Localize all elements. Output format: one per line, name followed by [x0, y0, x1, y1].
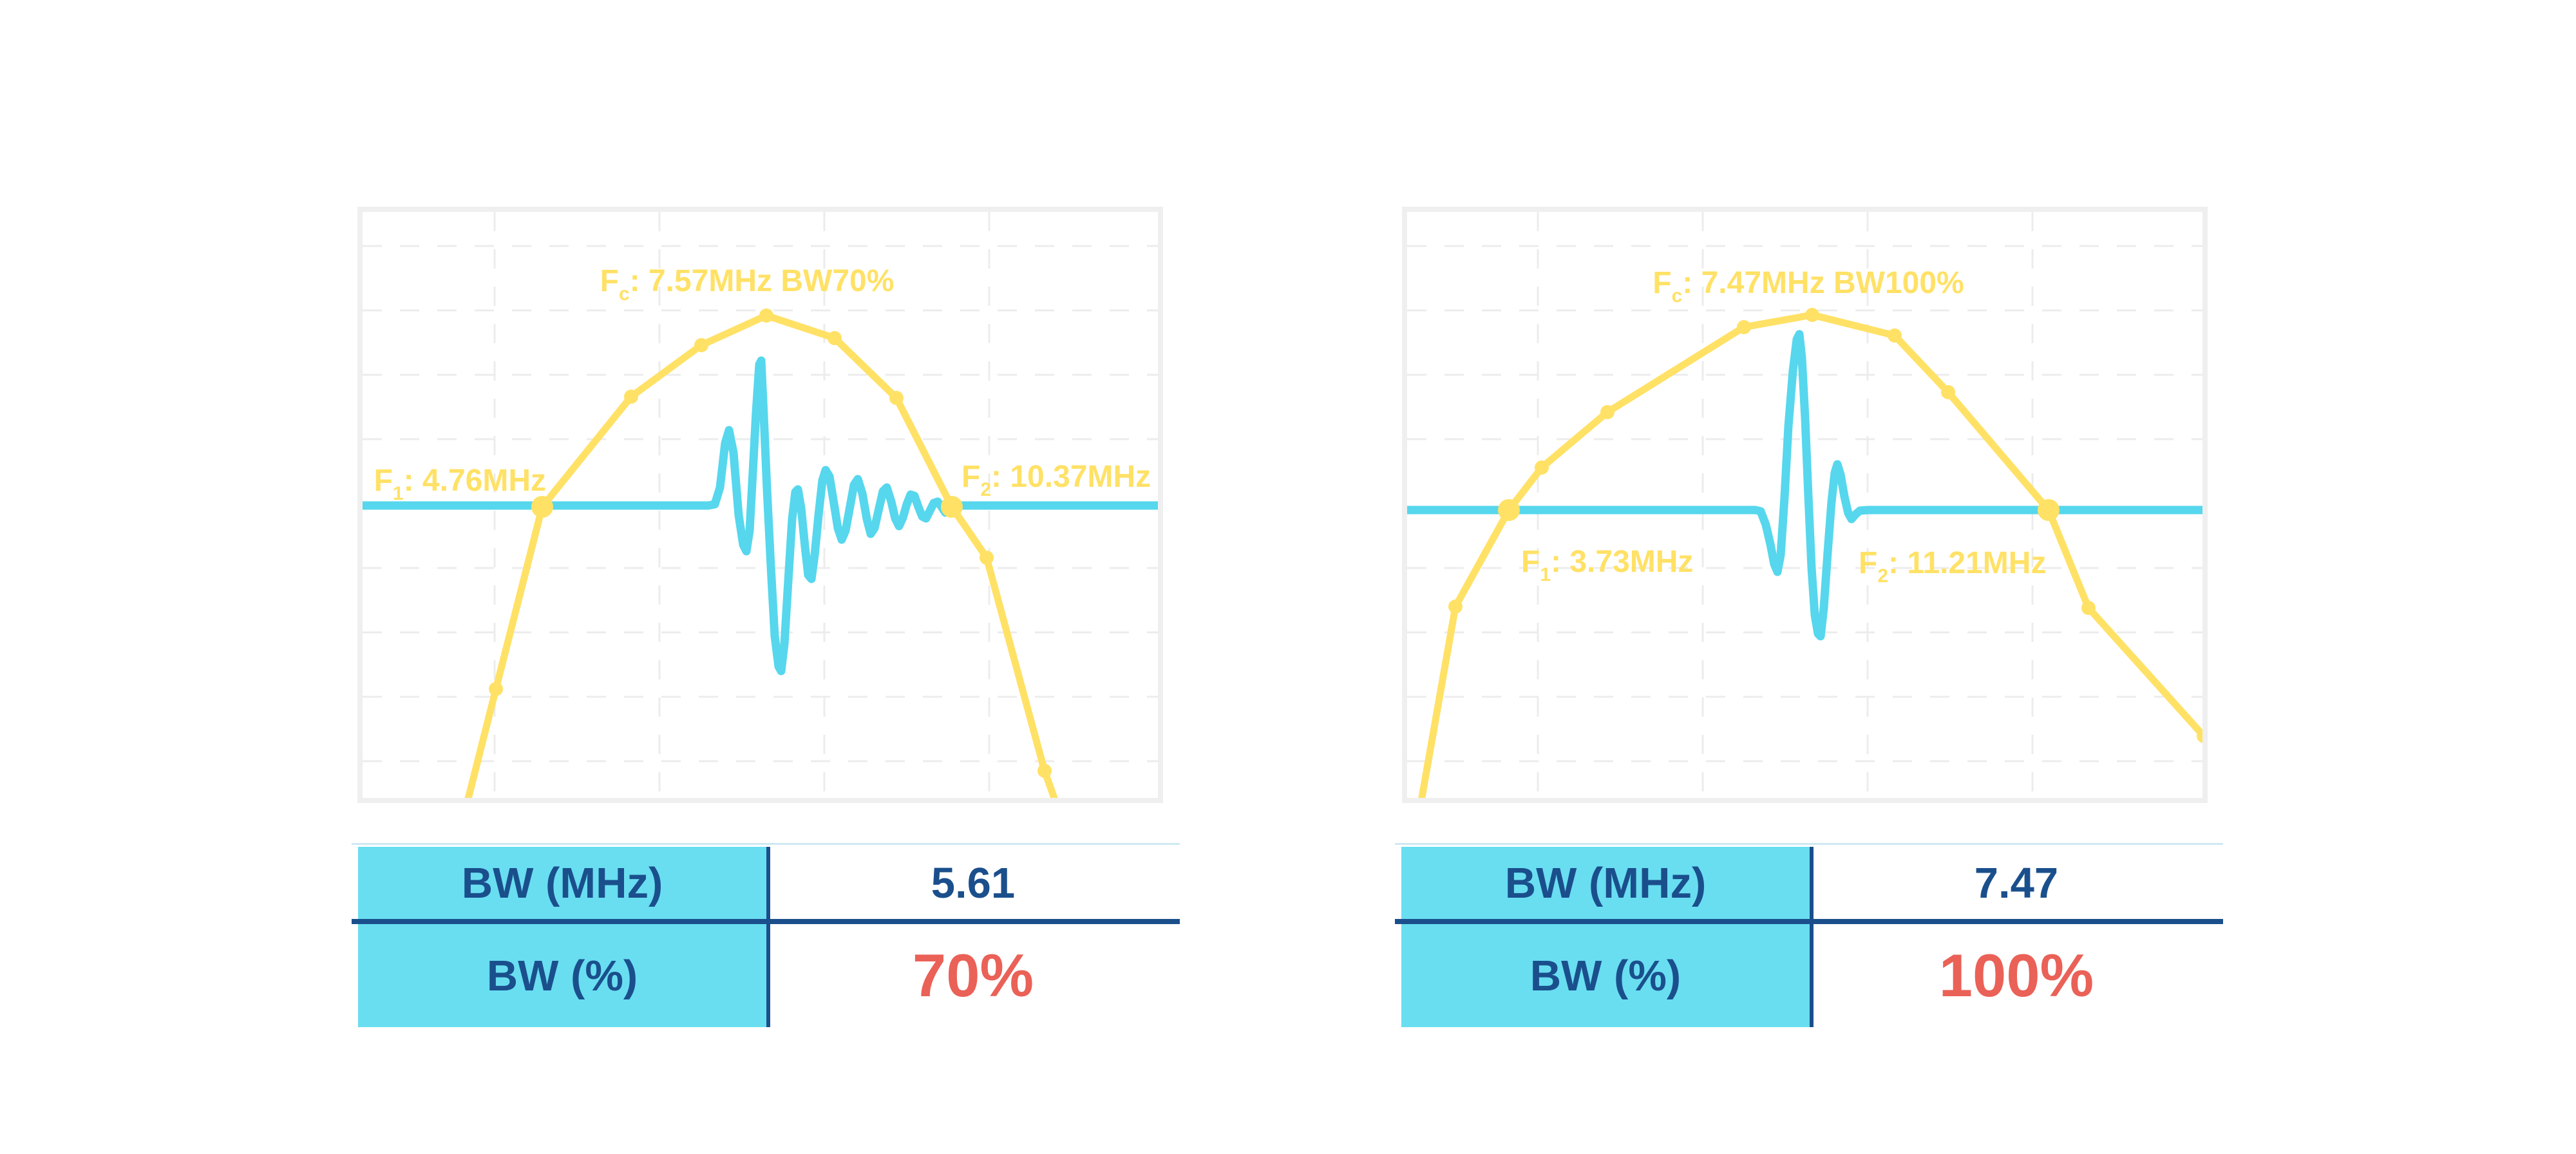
data-point-marker [489, 682, 503, 696]
data-point-marker [1535, 460, 1549, 475]
chart-border [1402, 207, 2208, 803]
bw-mhz-label: BW (MHz) [1401, 847, 1810, 919]
spectrum-curve [1417, 311, 2206, 802]
chart-svg-bw100: Fc: 7.47MHz BW100% F1: 3.73MHz F2: 11.21MH… [1402, 207, 2208, 803]
fc-annotation: Fc: 7.47MHz BW100% [1653, 266, 1964, 307]
table-top-line [1395, 843, 2223, 845]
table-top-line [352, 843, 1180, 845]
data-point-marker [1888, 328, 1902, 343]
data-point-marker [1600, 405, 1615, 419]
f2-annotation: F2: 10.37MHz [961, 460, 1151, 500]
pulse-spectrum-chart-bw100: Fc: 7.47MHz BW100% F1: 3.73MHz F2: 11.21MH… [1402, 207, 2208, 803]
table-row: BW (%) 100% [1395, 924, 2223, 1027]
bandwidth-edge-marker [531, 496, 553, 518]
data-point-marker [1037, 764, 1052, 778]
data-point-marker [889, 391, 904, 405]
data-point-marker [980, 551, 994, 565]
bandwidth-edge-marker [2038, 499, 2060, 521]
bw-percent-label: BW (%) [1401, 924, 1810, 1027]
table-row: BW (MHz) 7.47 [1395, 847, 2223, 919]
bandwidth-table-bw100: BW (MHz) 7.47 BW (%) 100% [1395, 843, 2223, 1027]
bandwidth-table-bw70: BW (MHz) 5.61 BW (%) 70% [352, 843, 1180, 1027]
f1-annotation: F1: 3.73MHz [1521, 545, 1693, 585]
bw-percent-label: BW (%) [358, 924, 766, 1027]
chart-border [357, 207, 1163, 803]
bandwidth-edge-marker [1498, 499, 1520, 521]
table-column-divider [766, 847, 770, 1027]
table-row: BW (MHz) 5.61 [352, 847, 1180, 919]
bw-mhz-value: 5.61 [931, 858, 1016, 907]
data-point-marker [759, 308, 773, 323]
data-point-marker [1448, 600, 1463, 614]
data-point-marker [828, 331, 842, 345]
data-point-marker [1805, 308, 1819, 322]
bw-mhz-value: 7.47 [1974, 858, 2059, 907]
data-point-marker [2081, 601, 2096, 615]
f2-annotation: F2: 11.21MHz [1859, 546, 2046, 587]
pulse-waveform [359, 356, 1162, 676]
table-separator-line [1395, 919, 2223, 924]
pulse-waveform [1403, 330, 2206, 641]
table-column-divider [1810, 847, 1814, 1027]
bw-mhz-label: BW (MHz) [358, 847, 766, 919]
fc-annotation: Fc: 7.57MHz BW70% [600, 264, 895, 305]
data-point-marker [1941, 385, 1955, 399]
table-separator-line [352, 919, 1180, 924]
bw-percent-value: 70% [912, 941, 1034, 1009]
f1-annotation: F1: 4.76MHz [374, 464, 546, 504]
table-row: BW (%) 70% [352, 924, 1180, 1027]
bandwidth-edge-marker [941, 496, 963, 518]
pulse-spectrum-chart-bw70: Fc: 7.57MHz BW70% F1: 4.76MHz F2: 10.37MHz [357, 207, 1163, 803]
bw-percent-value: 100% [1938, 941, 2094, 1009]
chart-svg-bw70: Fc: 7.57MHz BW70% F1: 4.76MHz F2: 10.37MHz [357, 207, 1163, 803]
data-point-marker [1737, 320, 1751, 334]
spectrum-curve [464, 312, 1059, 802]
data-point-marker [694, 338, 708, 352]
data-point-marker [624, 390, 638, 404]
